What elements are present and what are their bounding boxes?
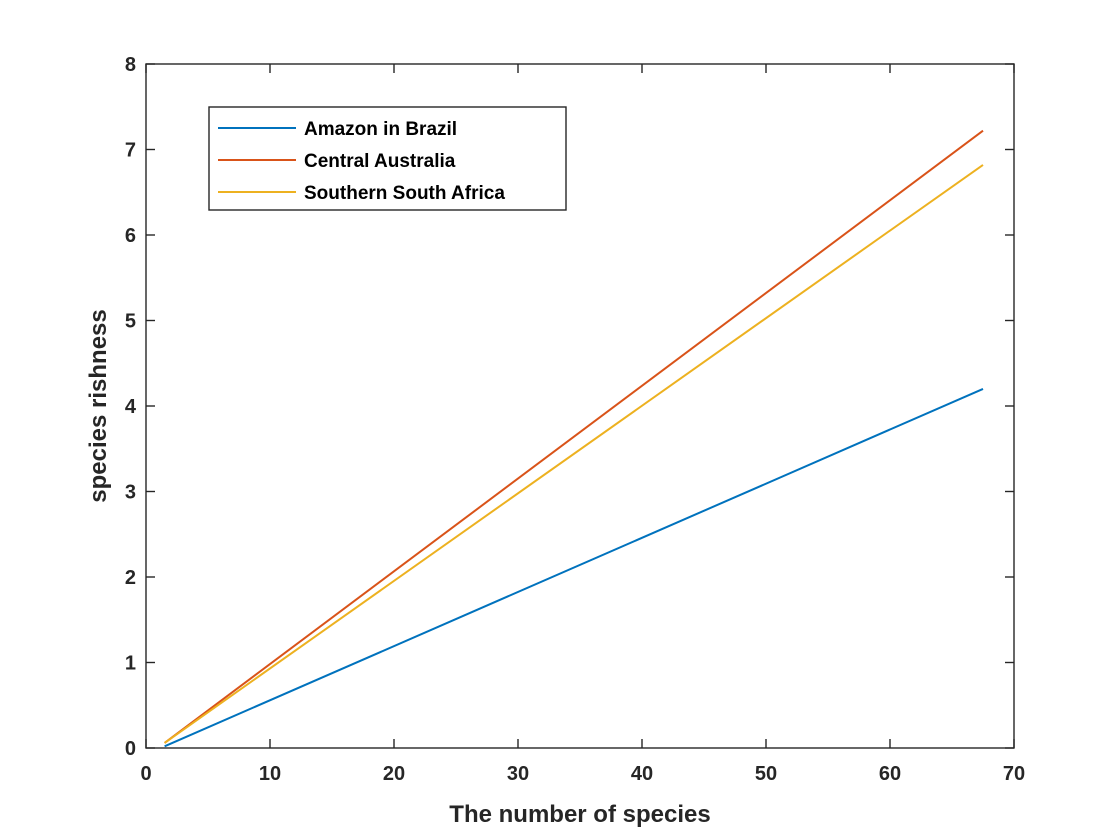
y-tick-label: 2 xyxy=(125,567,136,589)
y-tick-label: 1 xyxy=(125,653,136,675)
series-layer xyxy=(164,129,984,748)
series-line-2 xyxy=(164,129,984,744)
x-tick-label: 0 xyxy=(140,763,151,785)
legend-label-2: Central Australia xyxy=(304,151,456,172)
legend: Amazon in Brazil Central Australia Souther… xyxy=(208,106,567,211)
series-line-3 xyxy=(164,164,984,744)
x-tick-label: 30 xyxy=(507,763,529,785)
x-tick-labels: 0 10 20 30 40 50 60 70 xyxy=(140,763,1025,785)
series-line-1 xyxy=(164,387,984,748)
legend-items: Amazon in Brazil Central Australia Souther… xyxy=(218,119,505,204)
y-tick-label: 5 xyxy=(125,311,136,333)
x-axis-title: The number of species xyxy=(449,801,710,828)
x-tick-label: 70 xyxy=(1003,763,1025,785)
legend-label-1: Amazon in Brazil xyxy=(304,119,457,140)
y-axis-title: species rishness xyxy=(85,309,112,502)
legend-label-3: Southern South Africa xyxy=(304,183,505,204)
y-tick-label: 6 xyxy=(125,225,136,247)
x-tick-label: 20 xyxy=(383,763,405,785)
y-tick-label: 4 xyxy=(125,396,137,418)
y-tick-label: 3 xyxy=(125,482,136,504)
y-tick-labels: 0 1 2 3 4 5 6 7 8 xyxy=(125,54,137,760)
y-tick-label: 8 xyxy=(125,54,136,76)
x-tick-label: 60 xyxy=(879,763,901,785)
y-tick-label: 7 xyxy=(125,140,136,162)
x-tick-label: 10 xyxy=(259,763,281,785)
y-tick-label: 0 xyxy=(125,738,136,760)
x-tick-label: 40 xyxy=(631,763,653,785)
plot-frame xyxy=(145,63,1015,749)
x-tick-label: 50 xyxy=(755,763,777,785)
